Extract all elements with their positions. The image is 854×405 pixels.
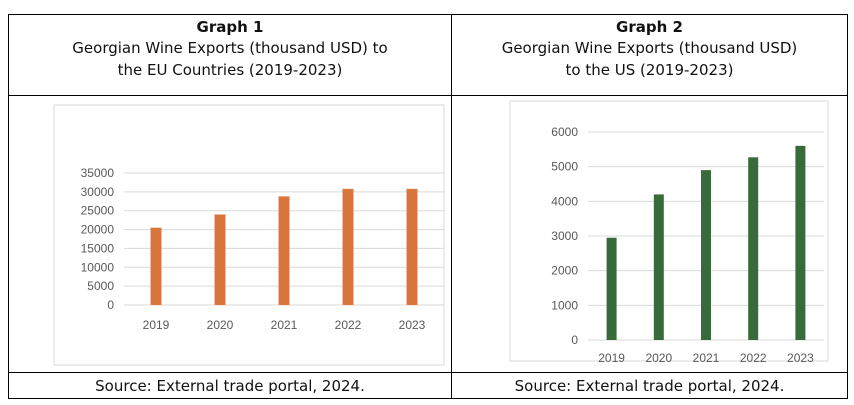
graph-1-title-line-1: Georgian Wine Exports (thousand USD) to	[72, 39, 388, 57]
graph-2-column: Graph 2 Georgian Wine Exports (thousand …	[452, 15, 847, 398]
graph-2-title-line-1: Georgian Wine Exports (thousand USD)	[501, 39, 798, 57]
chart-1-x-tick-label: 2019	[143, 318, 170, 332]
chart-1-y-tick-label: 15000	[81, 241, 115, 255]
chart-1-x-tick-label: 2021	[271, 318, 298, 332]
chart-1-y-tick-label: 20000	[81, 223, 115, 237]
chart-2-x-tick-label: 2021	[693, 351, 720, 365]
chart-2-y-tick-label: 0	[571, 333, 578, 347]
chart-2-x-tick-label: 2020	[645, 351, 672, 365]
graph-2-title-line-2: to the US (2019-2023)	[565, 61, 734, 79]
chart-2-bar	[795, 145, 806, 340]
chart-2-y-tick-label: 2000	[551, 264, 578, 278]
chart-1-y-tick-label: 0	[107, 298, 114, 312]
chart-2-bar	[606, 237, 617, 340]
chart-1-bar	[150, 227, 162, 305]
chart-2-y-tick-label: 4000	[551, 194, 578, 208]
graph-1-plot-area: 0 5000 10000 15000 20000 25000 30000 35000 2019 2…	[9, 95, 451, 372]
graph-2-plot-area: 0 1000 2000 3000 4000 5000 6000 2019 2020 2021 202…	[452, 95, 847, 372]
graph-1-chart: 0 5000 10000 15000 20000 25000 30000 35000 2019 2…	[53, 104, 445, 366]
graph-2-header: Graph 2 Georgian Wine Exports (thousand …	[452, 15, 847, 96]
chart-1-x-tick-label: 2020	[207, 318, 234, 332]
chart-1-bar	[342, 188, 354, 305]
chart-1-y-tick-label: 30000	[81, 185, 115, 199]
graph-2-chart: 0 1000 2000 3000 4000 5000 6000 2019 2020 2021 202…	[509, 100, 829, 365]
graph-1-header: Graph 1 Georgian Wine Exports (thousand …	[9, 15, 451, 96]
chart-1-bar	[214, 214, 226, 305]
chart-1-x-tick-label: 2023	[399, 318, 426, 332]
chart-1-y-tick-label: 25000	[81, 204, 115, 218]
chart-1-x-tick-label: 2022	[335, 318, 362, 332]
chart-2-x-tick-label: 2023	[787, 351, 814, 365]
chart-1-bar	[406, 188, 418, 305]
chart-1-y-tick-label: 10000	[81, 260, 115, 274]
chart-2-bar	[653, 194, 664, 340]
chart-2-bar	[748, 157, 759, 340]
graph-1-title-line-2: the EU Countries (2019-2023)	[117, 61, 343, 79]
chart-2-y-tick-label: 5000	[551, 160, 578, 174]
chart-2-y-tick-label: 3000	[551, 229, 578, 243]
chart-1-y-tick-label: 35000	[81, 166, 115, 180]
graph-1-column: Graph 1 Georgian Wine Exports (thousand …	[9, 15, 452, 398]
graph-2-label: Graph 2	[616, 18, 683, 36]
chart-2-bar	[701, 170, 711, 340]
chart-2-x-tick-label: 2019	[598, 351, 625, 365]
chart-2-frame	[509, 100, 829, 362]
chart-1-bar	[278, 196, 290, 305]
chart-2-y-tick-label: 1000	[551, 298, 578, 312]
graph-1-label: Graph 1	[196, 18, 264, 36]
chart-1-y-tick-label: 5000	[87, 279, 114, 293]
chart-1-frame	[53, 104, 445, 366]
graph-1-source: Source: External trade portal, 2024.	[9, 372, 451, 400]
graph-2-source: Source: External trade portal, 2024.	[452, 372, 847, 400]
chart-2-y-tick-label: 6000	[551, 125, 578, 139]
chart-2-x-tick-label: 2022	[740, 351, 767, 365]
figure-table: Graph 1 Georgian Wine Exports (thousand …	[8, 14, 848, 399]
